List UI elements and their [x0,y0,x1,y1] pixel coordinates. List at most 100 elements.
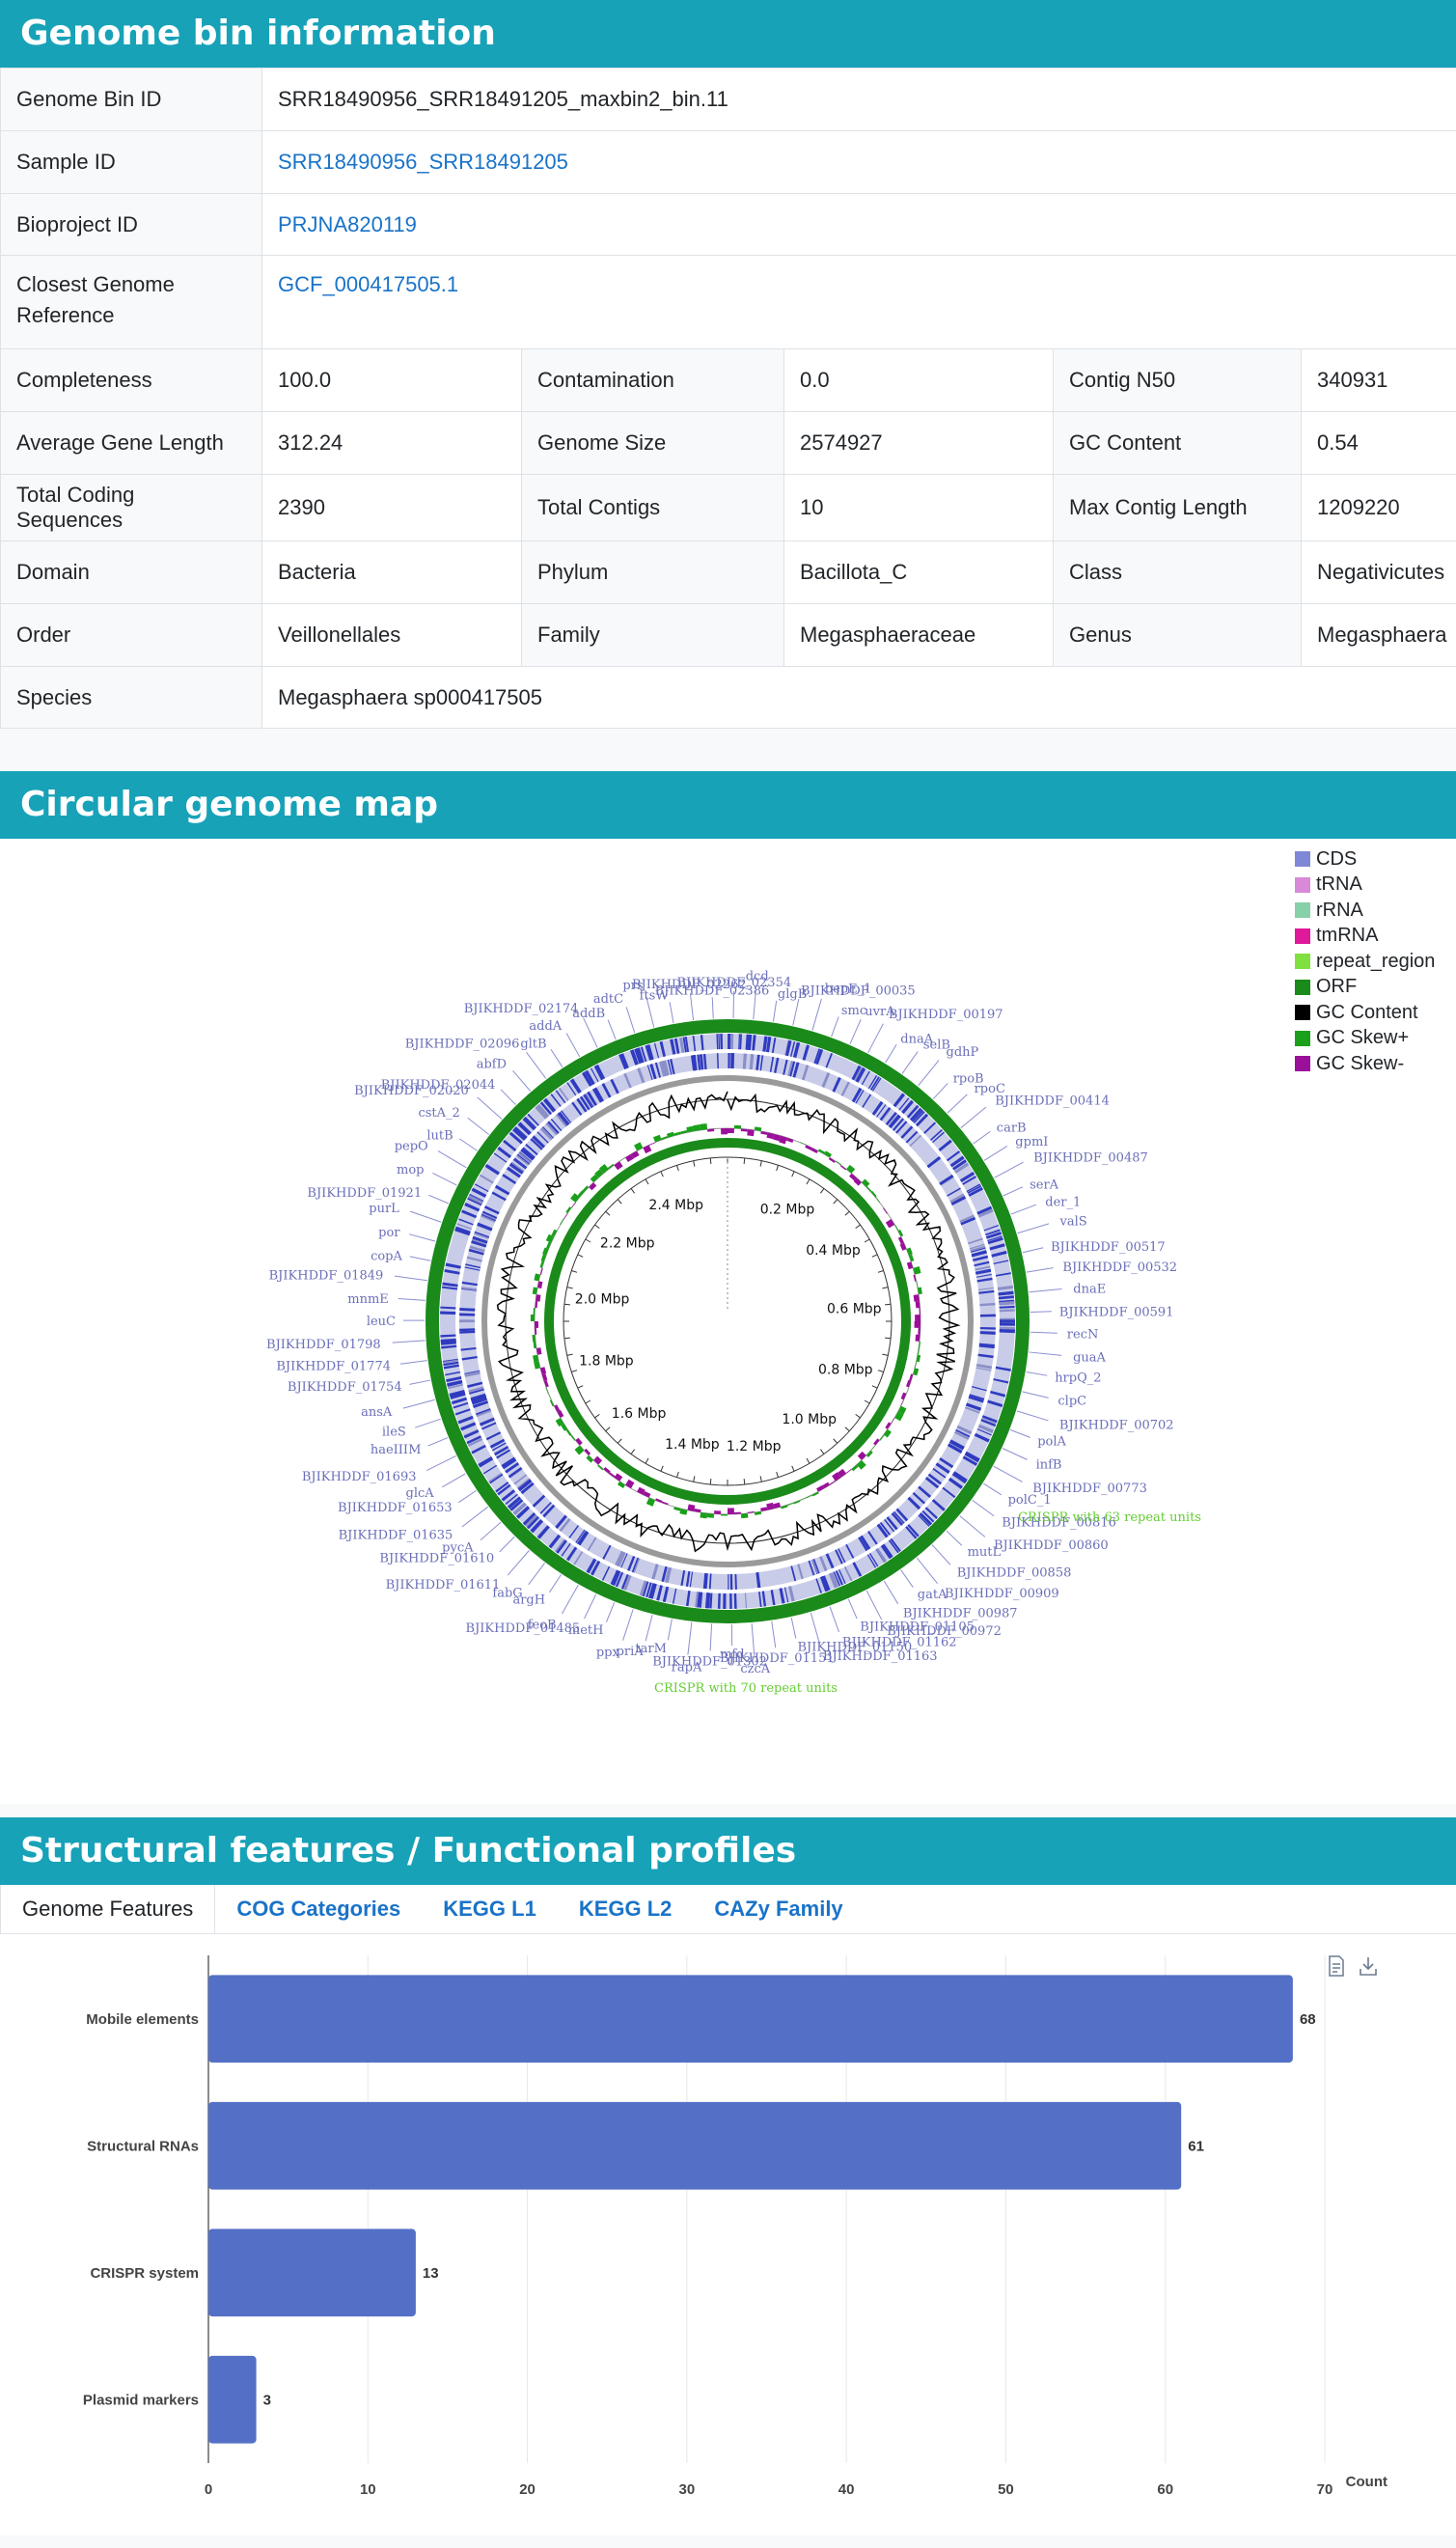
tab-cog-categories[interactable]: COG Categories [236,1897,401,1921]
cds-feature [811,1559,819,1574]
link-sample-id[interactable]: SRR18490956_SRR18491205 [278,150,568,174]
cds-feature [646,1065,653,1081]
gc-skew-bar [577,1190,585,1198]
gc-skew-bar [706,1512,715,1518]
gc-skew-bar [773,1502,782,1509]
gene-label-leader [849,1018,862,1044]
cds-feature [637,1067,646,1084]
cds-feature [987,1399,1003,1407]
legend-item[interactable]: GC Skew- [1295,1051,1435,1077]
gene-label-leader [500,1089,516,1105]
gc-skew-bar [728,1508,734,1514]
bar-value-label: 3 [263,2392,271,2408]
gc-skew-bar [634,1142,644,1151]
gc-skew-bar [533,1341,536,1349]
data-view-icon[interactable] [1327,1955,1346,1977]
cds-feature [459,1307,476,1312]
link-closest-ref[interactable]: GCF_000417505.1 [278,272,459,296]
scale-tick [776,1165,780,1172]
legend-item[interactable]: ORF [1295,975,1435,1001]
cds-feature [459,1313,476,1316]
row-genome-bin-id: Genome Bin ID SRR18490956_SRR18491205_ma… [0,68,1456,131]
cds-feature [459,1328,476,1332]
gene-label: polA [1037,1434,1066,1449]
cds-feature [862,1094,872,1108]
tab-genome-features[interactable]: Genome Features [0,1885,216,1933]
gc-skew-bar [560,1218,564,1225]
cds-feature [893,1093,906,1108]
gc-skew-bar [533,1354,539,1363]
gc-skew-bar [594,1169,604,1178]
cds-feature [466,1256,482,1262]
gene-label-leader [437,1150,467,1169]
cds-feature [610,1078,619,1094]
value-species: Megasphaera sp000417505 [261,666,1456,729]
gc-skew-bar [614,1473,623,1482]
legend-item[interactable]: GC Skew+ [1295,1026,1435,1052]
legend-item[interactable]: repeat_region [1295,949,1435,975]
cds-feature [901,1099,914,1115]
cds-feature [921,1509,935,1523]
cds-feature [461,1356,478,1361]
gene-label: BJIKHDDF_00987 [903,1606,1018,1620]
cds-feature [770,1590,776,1606]
gc-skew-bar [793,1500,801,1505]
link-bioproject-id[interactable]: PRJNA820119 [278,211,417,236]
gc-skew-bar [545,1233,555,1243]
cds-feature [659,1061,665,1077]
value-genus: Megasphaera [1301,603,1456,667]
gc-skew-bar [630,1488,638,1492]
label-contamination: Contamination [521,348,784,412]
gc-skew-bar [614,1161,623,1171]
gene-label: argH [512,1593,545,1608]
gc-skew-bar [666,1131,674,1138]
gc-skew-bar [574,1445,585,1455]
cds-feature [876,1104,887,1118]
gene-label: recN [1067,1328,1099,1343]
legend-item[interactable]: tRNA [1295,872,1435,899]
cds-feature [875,1547,887,1563]
gene-label-leader [982,1482,1003,1496]
scale-tick-label: 1.0 Mbp [782,1412,837,1427]
cds-feature [998,1295,1015,1300]
legend-item[interactable]: rRNA [1295,898,1435,924]
cds-feature [813,1048,821,1065]
tab-cazy-family[interactable]: CAZy Family [714,1897,843,1921]
tab-kegg-l1[interactable]: KEGG L1 [443,1897,536,1921]
legend-item[interactable]: GC Content [1295,1000,1435,1026]
row-stats-1: Completeness 100.0 Contamination 0.0 Con… [0,348,1456,412]
gene-label-leader [751,1622,755,1656]
cds-feature [469,1388,484,1395]
cds-feature [692,1036,697,1052]
gc-skew-bar [822,1482,830,1489]
gene-label: addB [572,1007,605,1021]
gc-skew-bar [766,1502,775,1510]
gene-label: infB [1036,1458,1062,1473]
gene-label-leader [428,1194,449,1205]
gc-skew-bar [740,1128,748,1132]
gc-skew-bar [570,1193,580,1203]
gene-label-leader [867,1023,884,1054]
legend-item[interactable]: tmRNA [1295,924,1435,950]
gene-label: haeIIIM [371,1443,422,1457]
genome-features-bar-chart: 0 10 20 30 40 50 60 70 Mobile elements 68 Structur… [83,1955,1387,2498]
gene-label: dnaA [900,1032,933,1046]
section-spacer [0,729,1456,771]
tab-kegg-l2[interactable]: KEGG L2 [578,1897,673,1921]
label-family: Family [521,603,784,667]
legend-item[interactable]: CDS [1295,846,1435,872]
cds-feature [792,1062,800,1078]
cds-feature [885,1112,897,1125]
cds-feature [898,1097,910,1111]
gc-skew-bar [837,1468,847,1478]
cds-feature [561,1542,571,1557]
cds-feature [623,1072,632,1089]
cds-feature [468,1248,484,1256]
gc-skew-bar [532,1334,536,1343]
cds-feature [474,1183,489,1192]
cds-feature [501,1456,516,1468]
download-icon[interactable] [1359,1955,1378,1977]
orf-ring-inner [544,1138,911,1505]
cds-feature [962,1176,977,1185]
